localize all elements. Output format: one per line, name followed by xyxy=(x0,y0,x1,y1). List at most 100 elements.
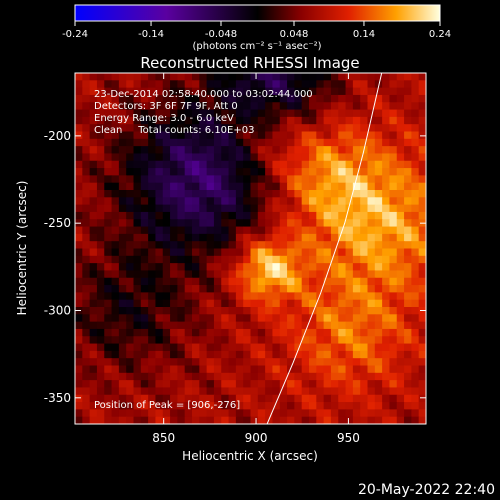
heatmap-cell xyxy=(228,219,237,228)
heatmap-cell xyxy=(177,387,186,396)
heatmap-cell xyxy=(323,307,332,315)
heatmap-cell xyxy=(316,73,325,81)
heatmap-cell xyxy=(199,94,208,103)
heatmap-cell xyxy=(382,358,391,367)
heatmap-cell xyxy=(133,102,142,111)
heatmap-cell xyxy=(221,197,230,206)
heatmap-cell xyxy=(411,402,420,410)
heatmap-cell xyxy=(389,299,398,308)
heatmap-cell xyxy=(257,248,266,257)
heatmap-cell xyxy=(118,321,127,330)
heatmap-cell xyxy=(118,314,127,323)
heatmap-cell xyxy=(104,277,113,286)
heatmap-cell xyxy=(177,314,186,323)
heatmap-cell xyxy=(338,80,347,89)
heatmap-cell xyxy=(382,248,391,257)
heatmap-cell xyxy=(367,94,376,103)
heatmap-cell xyxy=(279,241,288,250)
heatmap-cell xyxy=(367,226,376,235)
heatmap-cell xyxy=(162,190,171,198)
heatmap-cell xyxy=(352,270,361,279)
heatmap-cell xyxy=(213,146,222,155)
heatmap-cell xyxy=(338,131,347,140)
heatmap-cell xyxy=(265,80,274,89)
heatmap-cell xyxy=(367,321,376,330)
heatmap-cell xyxy=(330,219,339,228)
heatmap-cell xyxy=(155,175,164,184)
heatmap-cell xyxy=(243,314,252,323)
heatmap-cell xyxy=(118,219,127,228)
heatmap-cell xyxy=(213,328,222,337)
heatmap-cell xyxy=(287,285,295,293)
heatmap-cell xyxy=(418,109,426,118)
heatmap-cell xyxy=(228,402,237,410)
heatmap-cell xyxy=(418,277,426,286)
heatmap-cell xyxy=(323,343,332,352)
heatmap-cell xyxy=(126,197,135,206)
heatmap-cell xyxy=(206,350,215,359)
heatmap-cell xyxy=(360,270,369,279)
heatmap-cell xyxy=(396,321,405,330)
heatmap-cell xyxy=(75,226,83,235)
heatmap-cell xyxy=(96,190,105,198)
heatmap-cell xyxy=(221,87,230,96)
heatmap-cell xyxy=(133,116,142,125)
heatmap-cell xyxy=(309,343,317,352)
heatmap-cell xyxy=(235,160,244,169)
heatmap-cell xyxy=(221,80,230,89)
heatmap-cell xyxy=(418,314,426,323)
heatmap-cell xyxy=(118,365,127,374)
heatmap-cell xyxy=(316,343,325,352)
heatmap-cell xyxy=(192,387,200,396)
heatmap-cell xyxy=(184,87,193,96)
heatmap-cell xyxy=(228,336,237,345)
heatmap-cell xyxy=(323,299,332,308)
heatmap-cell xyxy=(374,102,383,111)
heatmap-cell xyxy=(243,226,252,235)
heatmap-cell xyxy=(140,350,149,359)
heatmap-cell xyxy=(228,372,237,381)
heatmap-cell xyxy=(272,226,281,235)
heatmap-cell xyxy=(279,168,288,176)
heatmap-cell xyxy=(199,402,208,410)
heatmap-cell xyxy=(287,255,295,264)
heatmap-cell xyxy=(309,160,317,169)
heatmap-cell xyxy=(330,197,339,206)
heatmap-cell xyxy=(126,409,135,418)
heatmap-cell xyxy=(184,402,193,410)
heatmap-cell xyxy=(257,211,266,220)
heatmap-cell xyxy=(89,307,98,315)
heatmap-cell xyxy=(82,80,91,89)
heatmap-cell xyxy=(294,321,303,330)
heatmap-cell xyxy=(345,175,354,184)
heatmap-cell xyxy=(309,248,317,257)
heatmap-cell xyxy=(148,372,157,381)
heatmap-cell xyxy=(184,343,193,352)
heatmap-cell xyxy=(162,402,171,410)
heatmap-cell xyxy=(82,343,91,352)
heatmap-cell xyxy=(396,94,405,103)
heatmap-cell xyxy=(396,270,405,279)
heatmap-cell xyxy=(338,255,347,264)
heatmap-cell xyxy=(265,241,274,250)
heatmap-cell xyxy=(396,336,405,345)
heatmap-cell xyxy=(360,358,369,367)
heatmap-cell xyxy=(301,124,310,133)
heatmap-cell xyxy=(279,350,288,359)
heatmap-cell xyxy=(352,168,361,176)
heatmap-cell xyxy=(352,116,361,125)
heatmap-cell xyxy=(235,124,244,133)
heatmap-cell xyxy=(155,87,164,96)
heatmap-cell xyxy=(140,307,149,315)
heatmap-cell xyxy=(382,299,391,308)
heatmap-cell xyxy=(404,175,412,184)
heatmap-cell xyxy=(199,146,208,155)
heatmap-cell xyxy=(330,299,339,308)
heatmap-cell xyxy=(389,146,398,155)
heatmap-cell xyxy=(184,350,193,359)
heatmap-cell xyxy=(148,321,157,330)
heatmap-cell xyxy=(411,73,420,81)
heatmap-cell xyxy=(243,87,252,96)
heatmap-cell xyxy=(221,321,230,330)
heatmap-cell xyxy=(89,153,98,162)
